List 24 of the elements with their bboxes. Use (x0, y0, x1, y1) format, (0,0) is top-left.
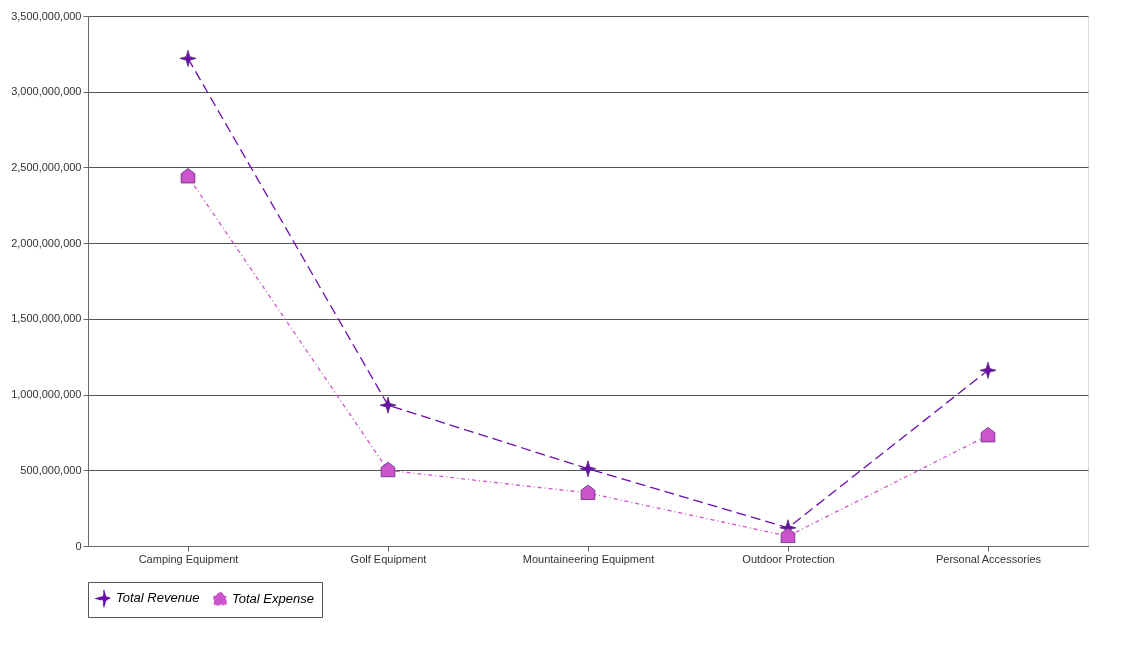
x-tick-label: Outdoor Protection (742, 552, 835, 565)
y-tick-label: 0 (75, 539, 82, 552)
x-tick-label: Mountaineering Equipment (522, 552, 655, 565)
x-tick-label: Golf Equipment (350, 552, 427, 565)
y-tick-label: 2,000,000,000 (11, 236, 82, 249)
point (780, 527, 796, 544)
y-tick-label: 1,000,000,000 (11, 388, 82, 401)
y-tick-label: 3,000,000,000 (11, 85, 82, 98)
legend-label: Total Expense (232, 591, 314, 607)
y-tick-label: 500,000,000 (20, 463, 82, 476)
y-tick-label: 2,500,000,000 (11, 160, 82, 173)
point (379, 396, 397, 414)
point (579, 460, 597, 478)
point (180, 168, 196, 184)
point (980, 427, 996, 443)
x-tick-label: Personal Accessories (935, 552, 1042, 565)
point (979, 361, 997, 379)
x-tick-label: Camping Equipment (138, 552, 239, 565)
point (380, 461, 396, 478)
legend-label: Total Revenue (116, 590, 200, 606)
y-tick-label: 3,500,000,000 (11, 9, 82, 22)
y-tick-label: 1,500,000,000 (11, 312, 82, 325)
point (580, 484, 596, 500)
point (179, 49, 197, 67)
